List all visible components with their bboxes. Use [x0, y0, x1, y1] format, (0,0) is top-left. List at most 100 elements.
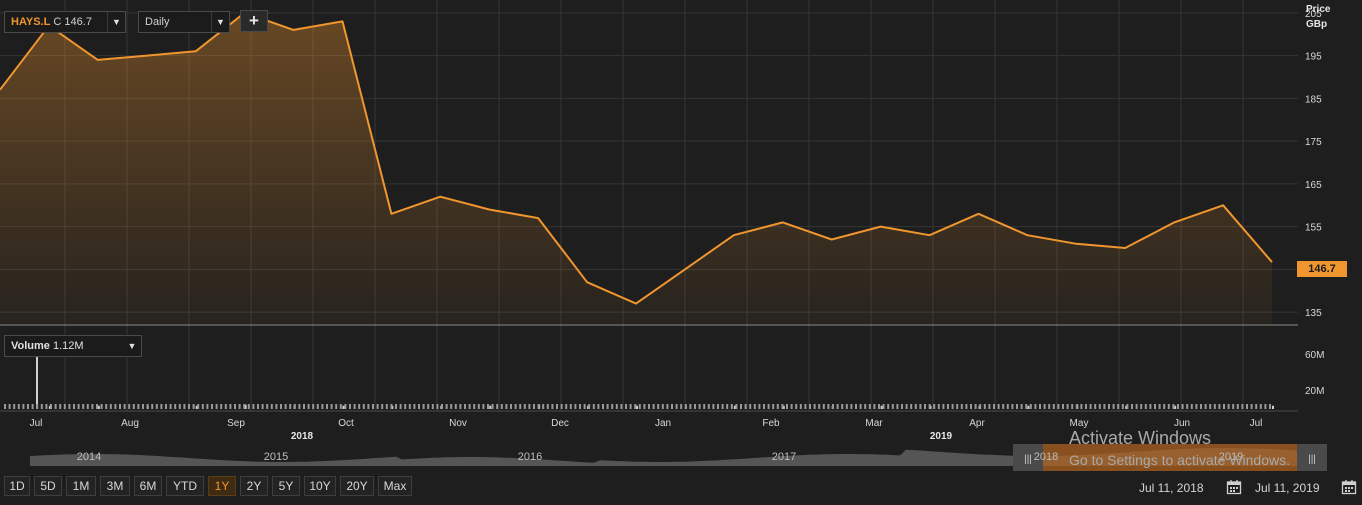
- volume-bar: [244, 404, 247, 409]
- volume-selector[interactable]: Volume 1.12M ▼: [4, 335, 142, 357]
- volume-bar: [17, 404, 20, 409]
- volume-bar: [13, 404, 16, 409]
- chevron-down-icon[interactable]: ▼: [211, 12, 229, 32]
- navigator-right-handle[interactable]: [1297, 444, 1327, 471]
- month-label: Jul: [1250, 418, 1263, 429]
- volume-bar: [27, 404, 29, 409]
- volume-bar: [195, 405, 198, 409]
- range-button-3m[interactable]: 3M: [100, 476, 130, 496]
- range-button-10y[interactable]: 10Y: [304, 476, 336, 496]
- volume-bar: [211, 404, 213, 409]
- range-button-20y[interactable]: 20Y: [340, 476, 374, 496]
- price-axis-title-line2: GBp: [1306, 19, 1328, 30]
- month-label: Jun: [1174, 418, 1190, 429]
- range-button-5d[interactable]: 5D: [34, 476, 62, 496]
- range-button-ytd[interactable]: YTD: [166, 476, 204, 496]
- volume-bar: [105, 404, 108, 409]
- volume-bar: [82, 404, 85, 409]
- volume-bar: [54, 404, 57, 409]
- navigator[interactable]: ||| ||| 2014 2015 2016 2017 2018 2019: [30, 444, 1327, 471]
- volume-bar: [326, 404, 328, 409]
- range-button-1m[interactable]: 1M: [66, 476, 96, 496]
- volume-bar: [431, 404, 434, 409]
- volume-bar: [786, 404, 788, 409]
- volume-bar: [782, 405, 785, 409]
- volume-bar: [1227, 404, 1230, 409]
- range-button-1d[interactable]: 1D: [4, 476, 30, 496]
- range-button-2y[interactable]: 2Y: [240, 476, 268, 496]
- volume-bar: [1066, 404, 1069, 409]
- month-label: Oct: [338, 418, 354, 429]
- volume-bar: [1057, 404, 1060, 409]
- volume-bar: [1195, 404, 1198, 409]
- navigator-selection[interactable]: [1043, 444, 1311, 471]
- volume-bar: [546, 404, 549, 409]
- volume-bar: [1002, 404, 1005, 409]
- navigator-left-handle[interactable]: [1013, 444, 1043, 471]
- volume-bar: [1158, 404, 1161, 409]
- volume-bar: [399, 404, 402, 409]
- volume-bar: [749, 404, 752, 409]
- volume-bar: [266, 404, 269, 409]
- volume-bar: [192, 404, 195, 409]
- volume-bar: [404, 404, 407, 409]
- navigator-year-label: 2014: [77, 451, 101, 463]
- volume-bar: [464, 404, 466, 409]
- volume-bar: [868, 404, 871, 409]
- add-indicator-button[interactable]: +: [240, 10, 268, 32]
- start-date-field[interactable]: Jul 11, 2018: [1139, 481, 1204, 495]
- chevron-down-icon[interactable]: ▼: [107, 12, 125, 32]
- volume-bar: [924, 404, 926, 409]
- volume-bar: [178, 404, 181, 409]
- symbol-selector[interactable]: HAYS.L C 146.7 ▼: [4, 11, 126, 33]
- month-label: Nov: [449, 418, 467, 429]
- volume-bar: [151, 404, 154, 409]
- volume-bar: [832, 404, 834, 409]
- grip-icon: |||: [1308, 454, 1316, 465]
- chevron-down-icon[interactable]: ▼: [127, 341, 137, 351]
- volume-bar: [59, 404, 62, 409]
- end-date-field[interactable]: Jul 11, 2019: [1255, 481, 1320, 495]
- volume-bar: [229, 404, 232, 409]
- volume-bar: [611, 404, 614, 409]
- interval-selector[interactable]: Daily ▼: [138, 11, 230, 33]
- volume-bar: [615, 404, 618, 409]
- volume-bar: [684, 404, 687, 409]
- range-button-max[interactable]: Max: [378, 476, 412, 496]
- volume-bar: [983, 404, 986, 409]
- volume-bar: [1172, 404, 1175, 409]
- volume-bar: [606, 404, 609, 409]
- volume-bar: [1209, 404, 1212, 409]
- volume-bar: [381, 404, 384, 409]
- volume-bar: [339, 404, 342, 409]
- volume-bar: [505, 404, 508, 409]
- range-button-5y[interactable]: 5Y: [272, 476, 300, 496]
- price-tick-label: 165: [1305, 180, 1322, 191]
- volume-bar: [128, 404, 131, 409]
- volume-tick-label: 20M: [1305, 386, 1324, 397]
- volume-bar: [707, 404, 710, 409]
- volume-bar: [31, 404, 34, 409]
- volume-bar: [303, 404, 305, 409]
- volume-bar: [864, 404, 867, 409]
- range-button-1y[interactable]: 1Y: [208, 476, 236, 496]
- volume-bar: [4, 404, 6, 409]
- volume-bar: [1048, 404, 1051, 409]
- volume-bar: [1190, 404, 1193, 409]
- calendar-icon[interactable]: [1226, 479, 1242, 495]
- volume-bar: [1167, 404, 1170, 409]
- volume-bar: [358, 404, 361, 409]
- calendar-icon[interactable]: [1341, 479, 1357, 495]
- volume-bar: [252, 404, 255, 409]
- volume-bar: [1020, 404, 1023, 409]
- volume-bar: [537, 404, 540, 409]
- volume-bar: [988, 404, 991, 409]
- volume-bar: [928, 404, 931, 409]
- volume-bar: [896, 404, 899, 409]
- range-button-6m[interactable]: 6M: [134, 476, 162, 496]
- volume-bar: [454, 404, 457, 409]
- volume-bar: [330, 404, 333, 409]
- volume-bar: [491, 404, 494, 409]
- volume-bar: [689, 404, 692, 409]
